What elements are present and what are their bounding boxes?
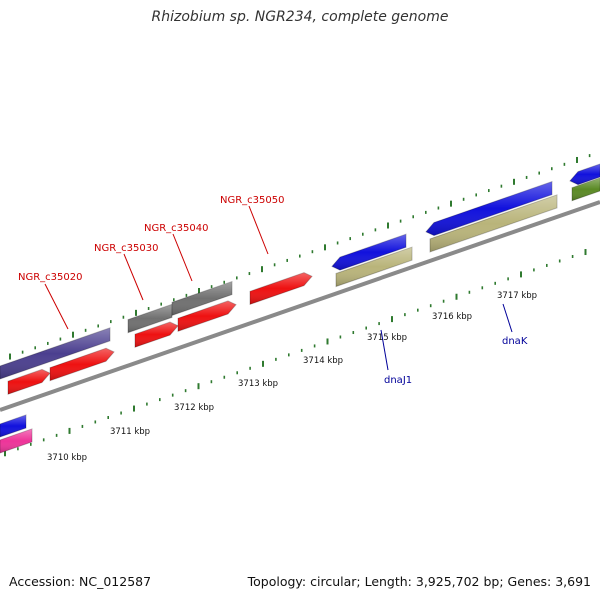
cds-blue-dnak-shade bbox=[426, 181, 552, 236]
outer-tick-row bbox=[9, 154, 591, 360]
kbp-label-3715: 3715 kbp bbox=[367, 333, 407, 343]
gene-label-ngr-c35040: NGR_c35040 bbox=[144, 223, 209, 234]
kbp-label-3714: 3714 kbp bbox=[303, 356, 343, 366]
gene-label-ngr-c35030: NGR_c35030 bbox=[94, 243, 159, 254]
kbp-label-3711: 3711 kbp bbox=[110, 427, 150, 437]
cds-pink-left-shade bbox=[0, 428, 32, 453]
kbp-label-3713: 3713 kbp bbox=[238, 379, 278, 389]
cds-khaki-2-shade bbox=[430, 194, 557, 252]
gene-label-ngr-c35050: NGR_c35050 bbox=[220, 195, 285, 206]
kbp-label-3712: 3712 kbp bbox=[174, 403, 214, 413]
cds-red-2-shade bbox=[50, 348, 114, 381]
cds-gray-2-shade bbox=[172, 281, 232, 316]
genome-backbone bbox=[0, 200, 600, 412]
genome-summary-text: Topology: circular; Length: 3,925,702 bp… bbox=[247, 574, 591, 589]
accession-text: Accession: NC_012587 bbox=[9, 574, 152, 589]
leader-lines-top bbox=[44, 205, 269, 330]
cds-red-1-shade bbox=[8, 369, 50, 395]
cds-red-3-shade bbox=[135, 322, 178, 348]
cds-khaki-1-shade bbox=[336, 247, 412, 287]
cds-blue-right-shade bbox=[570, 164, 600, 185]
map-title: Rhizobium sp. NGR234, complete genome bbox=[151, 9, 449, 25]
kbp-label-3710: 3710 kbp bbox=[47, 453, 87, 463]
kbp-label-3716: 3716 kbp bbox=[432, 312, 472, 322]
kbp-label-3717: 3717 kbp bbox=[497, 291, 537, 301]
cds-blue-left-shade bbox=[0, 414, 26, 437]
cds-red-5-shade bbox=[250, 272, 312, 305]
gene-features bbox=[0, 163, 600, 454]
cds-blue-dnaj1-shade bbox=[332, 234, 406, 271]
inner-tick-row bbox=[4, 249, 587, 457]
cds-red-4-shade bbox=[178, 300, 236, 332]
gene-label-dnak: dnaK bbox=[502, 336, 528, 347]
leader-lines-bottom bbox=[380, 303, 513, 371]
cds-green-right-shade bbox=[572, 178, 600, 201]
gene-label-ngr-c35020: NGR_c35020 bbox=[18, 272, 83, 283]
gene-label-dnaj1: dnaJ1 bbox=[384, 375, 412, 386]
cds-purple-left-shade bbox=[0, 327, 110, 379]
cds-gray-1-shade bbox=[128, 304, 172, 333]
